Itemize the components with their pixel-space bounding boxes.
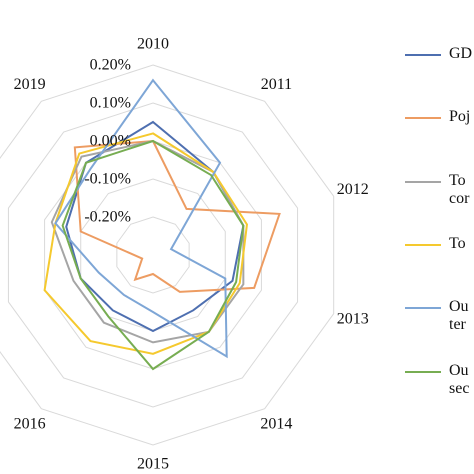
legend-item: Ou sec	[405, 362, 474, 402]
legend-swatch	[405, 181, 441, 183]
series-line	[50, 139, 245, 344]
tick-label: 0.20%	[90, 57, 131, 74]
legend-item: Ou ter	[405, 298, 474, 338]
grid-ring	[116, 216, 190, 294]
legend-item: To cor	[405, 172, 474, 212]
tick-label: 0.00%	[90, 133, 131, 150]
legend-item: To	[405, 235, 474, 275]
category-label: 2016	[14, 416, 46, 433]
tick-label: 0.10%	[90, 95, 131, 112]
tick-label: -0.20%	[84, 209, 131, 226]
category-label: 2014	[260, 416, 292, 433]
category-label: 2015	[137, 456, 169, 473]
category-label: 2019	[14, 76, 46, 93]
legend-swatch	[405, 371, 441, 373]
grid-ring	[7, 102, 299, 408]
series-line	[61, 139, 245, 371]
category-label: 2013	[337, 311, 369, 328]
category-label: 2011	[261, 76, 292, 93]
legend-label: To	[449, 235, 466, 252]
series-line	[54, 78, 228, 359]
legend-swatch	[405, 307, 441, 309]
category-label: 2012	[337, 181, 369, 198]
legend-item: Poj	[405, 108, 474, 148]
legend-item: GD	[405, 45, 474, 85]
grid-ring	[0, 64, 335, 446]
legend-label: Ou ter	[449, 298, 469, 333]
legend-swatch	[405, 54, 441, 56]
series-line	[43, 132, 249, 355]
legend-swatch	[405, 244, 441, 246]
legend-label: Poj	[449, 108, 471, 125]
legend-label: To cor	[449, 172, 470, 207]
series-line	[73, 139, 281, 293]
legend-label: GD	[449, 45, 473, 62]
tick-label: -0.10%	[84, 171, 131, 188]
legend-swatch	[405, 117, 441, 119]
category-label: 2010	[137, 36, 169, 53]
legend-label: Ou sec	[449, 362, 470, 397]
